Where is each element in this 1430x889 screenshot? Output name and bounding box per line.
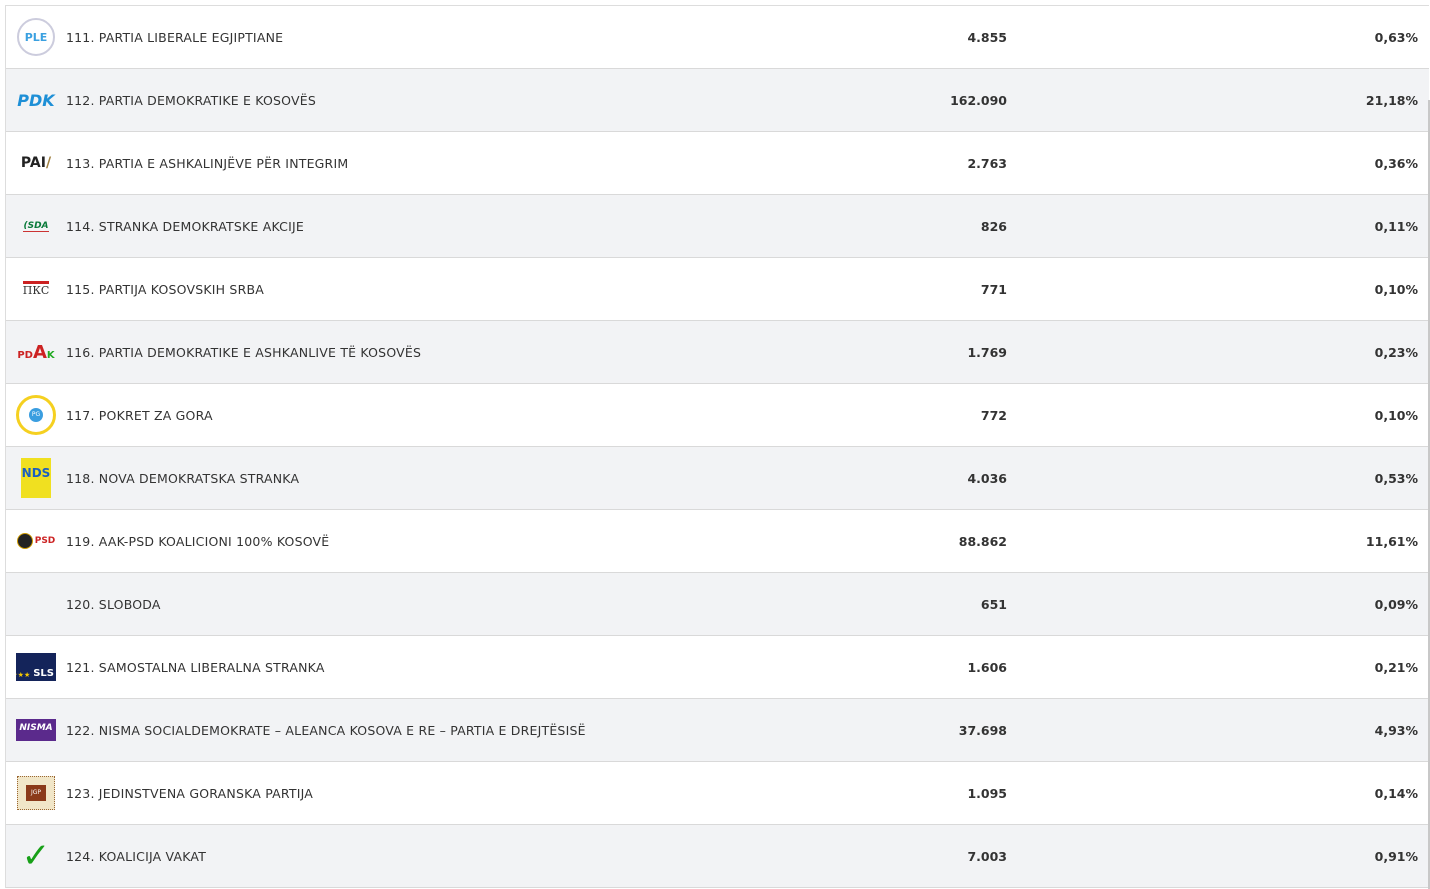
vote-count: 4.036 <box>967 470 1007 486</box>
vote-count: 4.855 <box>967 29 1007 45</box>
party-logo-icon: PG <box>16 395 56 435</box>
party-logo-icon: NISMA <box>16 710 56 750</box>
party-logo-icon <box>16 584 56 624</box>
party-name: 121. SAMOSTALNA LIBERALNA STRANKA <box>66 659 325 675</box>
vote-count: 37.698 <box>958 722 1007 738</box>
vote-percentage: 0,53% <box>1374 470 1418 486</box>
party-logo-icon: ПКС <box>16 269 56 309</box>
vote-percentage: 0,36% <box>1374 155 1418 171</box>
vote-percentage: 0,11% <box>1374 218 1418 234</box>
vote-count: 162.090 <box>950 92 1007 108</box>
party-name: 124. KOALICIJA VAKAT <box>66 848 207 864</box>
table-row: PG 117. POKRET ZA GORA 772 0,10% <box>6 384 1429 447</box>
party-logo-icon: PDK <box>17 90 55 110</box>
table-row: 120. SLOBODA 651 0,09% <box>6 573 1429 636</box>
party-name: 112. PARTIA DEMOKRATIKE E KOSOVËS <box>66 92 316 108</box>
party-name: 117. POKRET ZA GORA <box>66 407 213 423</box>
vote-percentage: 21,18% <box>1365 92 1418 108</box>
table-row: PDK 112. PARTIA DEMOKRATIKE E KOSOVËS 162.… <box>6 69 1429 132</box>
party-logo-icon: PAI/ <box>20 155 52 171</box>
vote-percentage: 4,93% <box>1374 722 1418 738</box>
party-name: 119. AAK-PSD KOALICIONI 100% KOSOVË <box>66 533 330 549</box>
table-row: ✓ 124. KOALICIJA VAKAT 7.003 0,91% <box>6 825 1429 888</box>
party-logo-icon: NDS <box>16 458 56 498</box>
table-row: ПКС 115. PARTIJA KOSOVSKIH SRBA 771 0,10% <box>6 258 1429 321</box>
party-name: 118. NOVA DEMOKRATSKA STRANKA <box>66 470 300 486</box>
vote-count: 1.606 <box>967 659 1007 675</box>
party-logo-icon: ✓ <box>21 836 51 876</box>
party-logo-icon: JGP <box>16 773 56 813</box>
party-name: 122. NISMA SOCIALDEMOKRATE – ALEANCA KOS… <box>66 722 586 738</box>
table-row: PSD 119. AAK-PSD KOALICIONI 100% KOSOVË 88… <box>6 510 1429 573</box>
table-row: ★★★SLS 121. SAMOSTALNA LIBERALNA STRANKA 1… <box>6 636 1429 699</box>
vote-percentage: 0,14% <box>1374 785 1418 801</box>
party-logo-icon: PLE <box>16 17 56 57</box>
party-logo-icon: PSD <box>16 521 56 561</box>
vote-count: 826 <box>980 218 1007 234</box>
table-row: NDS 118. NOVA DEMOKRATSKA STRANKA 4.036 0,5… <box>6 447 1429 510</box>
table-row: NISMA 122. NISMA SOCIALDEMOKRATE – ALEANC… <box>6 699 1429 762</box>
scrollbar[interactable] <box>1428 100 1430 889</box>
vote-count: 772 <box>980 407 1007 423</box>
vote-count: 771 <box>980 281 1007 297</box>
party-logo-icon: (SDA <box>23 220 49 232</box>
vote-percentage: 0,23% <box>1374 344 1418 360</box>
table-row: PLE 111. PARTIA LIBERALE EGJIPTIANE 4.855 0… <box>6 6 1429 69</box>
vote-count: 651 <box>980 596 1007 612</box>
party-name: 111. PARTIA LIBERALE EGJIPTIANE <box>66 29 284 45</box>
vote-count: 1.769 <box>967 344 1007 360</box>
table-row: JGP 123. JEDINSTVENA GORANSKA PARTIJA 1.09… <box>6 762 1429 825</box>
vote-count: 7.003 <box>967 848 1007 864</box>
vote-percentage: 11,61% <box>1365 533 1418 549</box>
vote-percentage: 0,10% <box>1374 281 1418 297</box>
vote-percentage: 0,09% <box>1374 596 1418 612</box>
party-name: 123. JEDINSTVENA GORANSKA PARTIJA <box>66 785 313 801</box>
party-logo-icon: PDAK <box>17 341 55 363</box>
party-name: 114. STRANKA DEMOKRATSKE AKCIJE <box>66 218 304 234</box>
table-row: PAI/113. PARTIA E ASHKALINJËVE PËR INTEG… <box>6 132 1429 195</box>
vote-percentage: 0,63% <box>1374 29 1418 45</box>
party-logo-icon: ★★★SLS <box>16 647 56 687</box>
table-row: PDAK 116. PARTIA DEMOKRATIKE E ASHKANLIVE… <box>6 321 1429 384</box>
party-name: 120. SLOBODA <box>66 596 161 612</box>
results-table: PLE 111. PARTIA LIBERALE EGJIPTIANE 4.855 0… <box>5 5 1429 888</box>
vote-count: 2.763 <box>967 155 1007 171</box>
vote-count: 1.095 <box>967 785 1007 801</box>
party-name: 116. PARTIA DEMOKRATIKE E ASHKANLIVE TË … <box>66 344 422 360</box>
table-row: (SDA 114. STRANKA DEMOKRATSKE AKCIJE 826 0,… <box>6 195 1429 258</box>
vote-count: 88.862 <box>958 533 1007 549</box>
vote-percentage: 0,91% <box>1374 848 1418 864</box>
vote-percentage: 0,10% <box>1374 407 1418 423</box>
party-name: 115. PARTIJA KOSOVSKIH SRBA <box>66 281 264 297</box>
party-name: 113. PARTIA E ASHKALINJËVE PËR INTEGRIM <box>66 155 349 171</box>
vote-percentage: 0,21% <box>1374 659 1418 675</box>
